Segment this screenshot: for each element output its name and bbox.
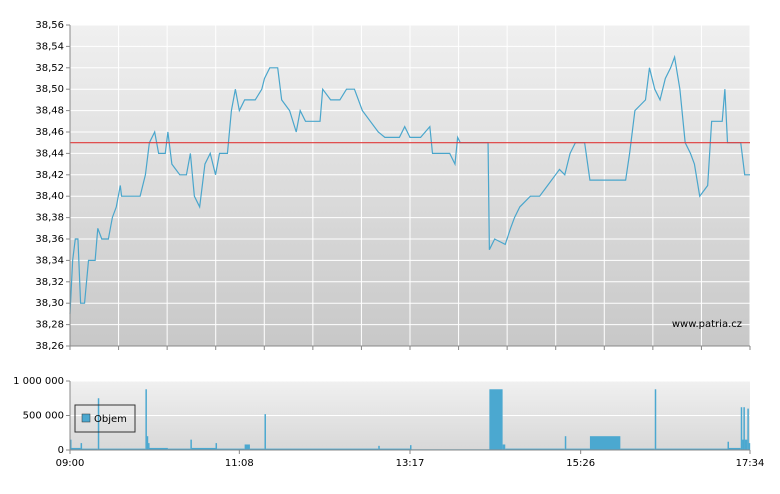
volume-bar	[589, 436, 621, 450]
y-tick-label: 38,50	[35, 84, 64, 95]
volume-bar	[145, 389, 147, 450]
y-tick-label: 38,56	[35, 20, 64, 31]
y-tick-label: 38,42	[35, 170, 64, 181]
volume-bar	[489, 389, 503, 450]
y-tick-label: 38,52	[35, 63, 64, 74]
y-tick-label: 38,30	[35, 298, 64, 309]
volume-bar	[742, 439, 744, 450]
volume-bar	[190, 439, 192, 450]
volume-bar	[505, 448, 565, 450]
x-tick-label: 13:17	[396, 458, 425, 469]
y-tick-label: 38,44	[35, 148, 64, 159]
volume-bar	[191, 447, 216, 450]
y-tick-label: 38,28	[35, 320, 64, 331]
volume-bar	[564, 436, 567, 450]
volume-bar	[249, 448, 265, 450]
y-tick-label: 38,46	[35, 127, 64, 138]
legend-swatch	[81, 413, 91, 423]
volume-bar	[740, 407, 743, 450]
x-tick-label: 17:34	[736, 458, 765, 469]
watermark: www.patria.cz	[672, 319, 742, 330]
volume-bar	[378, 445, 380, 450]
volume-bar	[216, 448, 245, 450]
price-line	[69, 54, 750, 314]
volume-bar	[656, 448, 728, 450]
y-tick-label: 38,40	[35, 191, 64, 202]
y-tick-label: 500 000	[23, 411, 64, 422]
volume-bar	[146, 436, 149, 450]
volume-bar	[70, 439, 72, 450]
y-tick-label: 0	[58, 445, 64, 456]
legend-label: Objem	[94, 414, 127, 425]
volume-bar	[167, 448, 191, 450]
volume-bar	[743, 407, 745, 450]
vertical-grid	[69, 25, 751, 350]
legend-box	[74, 404, 136, 433]
volume-bar	[620, 448, 655, 450]
volume-bar	[728, 447, 741, 450]
volume-bar	[748, 443, 751, 450]
volume-bar	[215, 443, 218, 450]
y-tick-label: 38,38	[35, 213, 64, 224]
volume-bar	[654, 389, 657, 450]
y-tick-label: 38,36	[35, 234, 64, 245]
volume-bar	[148, 443, 150, 450]
volume-bar	[97, 398, 100, 450]
y-tick-label: 38,32	[35, 277, 64, 288]
volume-bar	[264, 414, 266, 450]
y-tick-label: 38,34	[35, 255, 64, 266]
volume-bar	[502, 444, 506, 450]
volume-bar	[244, 444, 250, 450]
y-tick-label: 1 000 000	[13, 376, 64, 387]
volume-bar	[71, 447, 81, 450]
volume-bar	[727, 441, 730, 450]
volume-bar	[747, 408, 749, 450]
y-tick-label: 38,54	[35, 41, 64, 52]
volume-bar	[744, 439, 748, 450]
volume-bar	[410, 445, 412, 450]
volume-bar	[81, 448, 98, 450]
y-tick-label: 38,26	[35, 341, 64, 352]
volume-bar	[379, 448, 410, 450]
volume-bar	[99, 448, 146, 450]
legend: Objem	[74, 404, 136, 433]
volume-bar	[566, 448, 590, 450]
y-tick-label: 38,48	[35, 106, 64, 117]
x-tick-label: 09:00	[56, 458, 85, 469]
x-tick-label: 15:26	[566, 458, 595, 469]
volume-bar	[149, 447, 168, 450]
x-tick-label: 11:08	[225, 458, 254, 469]
volume-bar	[80, 443, 83, 450]
volume-bar	[265, 448, 379, 450]
